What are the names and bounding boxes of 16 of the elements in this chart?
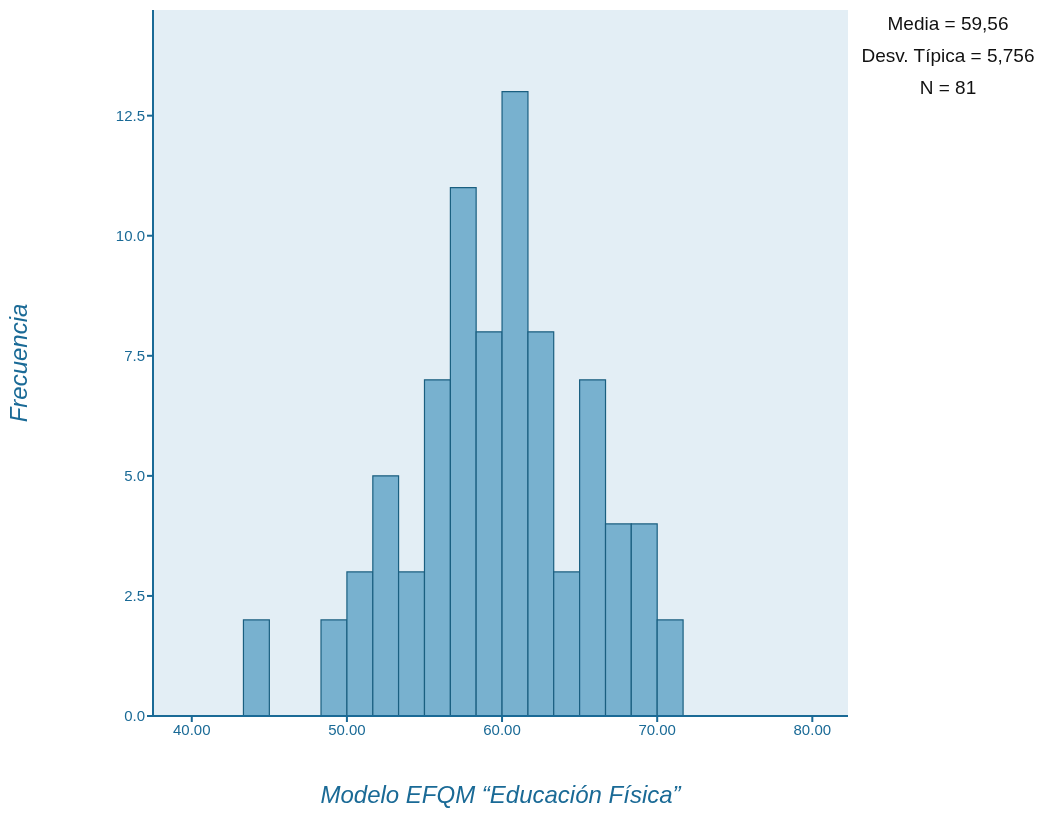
y-tick-label: 0.0	[124, 707, 145, 725]
x-tick-label: 60.00	[483, 720, 521, 738]
y-tick-label: 5.0	[124, 467, 145, 485]
y-axis-title: Frecuencia	[4, 303, 32, 423]
text: Media = 59,56	[886, 12, 1010, 36]
x-tick-label: 70.00	[638, 720, 676, 738]
x-tick-label: 40.00	[173, 720, 211, 738]
x-axis-title: Modelo EFQM “Educación Física”	[320, 781, 682, 809]
y-tick-label: 2.5	[124, 587, 145, 605]
x-tick-label: 80.00	[793, 720, 832, 738]
text: N = 81	[918, 76, 978, 100]
y-tick-label: 12.5	[115, 106, 145, 124]
x-tick-label: 50.00	[328, 720, 366, 738]
y-tick-label: 7.5	[124, 347, 145, 365]
y-tick-label: 10.0	[115, 227, 145, 245]
text: Desv. Típica = 5,756	[860, 44, 1036, 68]
